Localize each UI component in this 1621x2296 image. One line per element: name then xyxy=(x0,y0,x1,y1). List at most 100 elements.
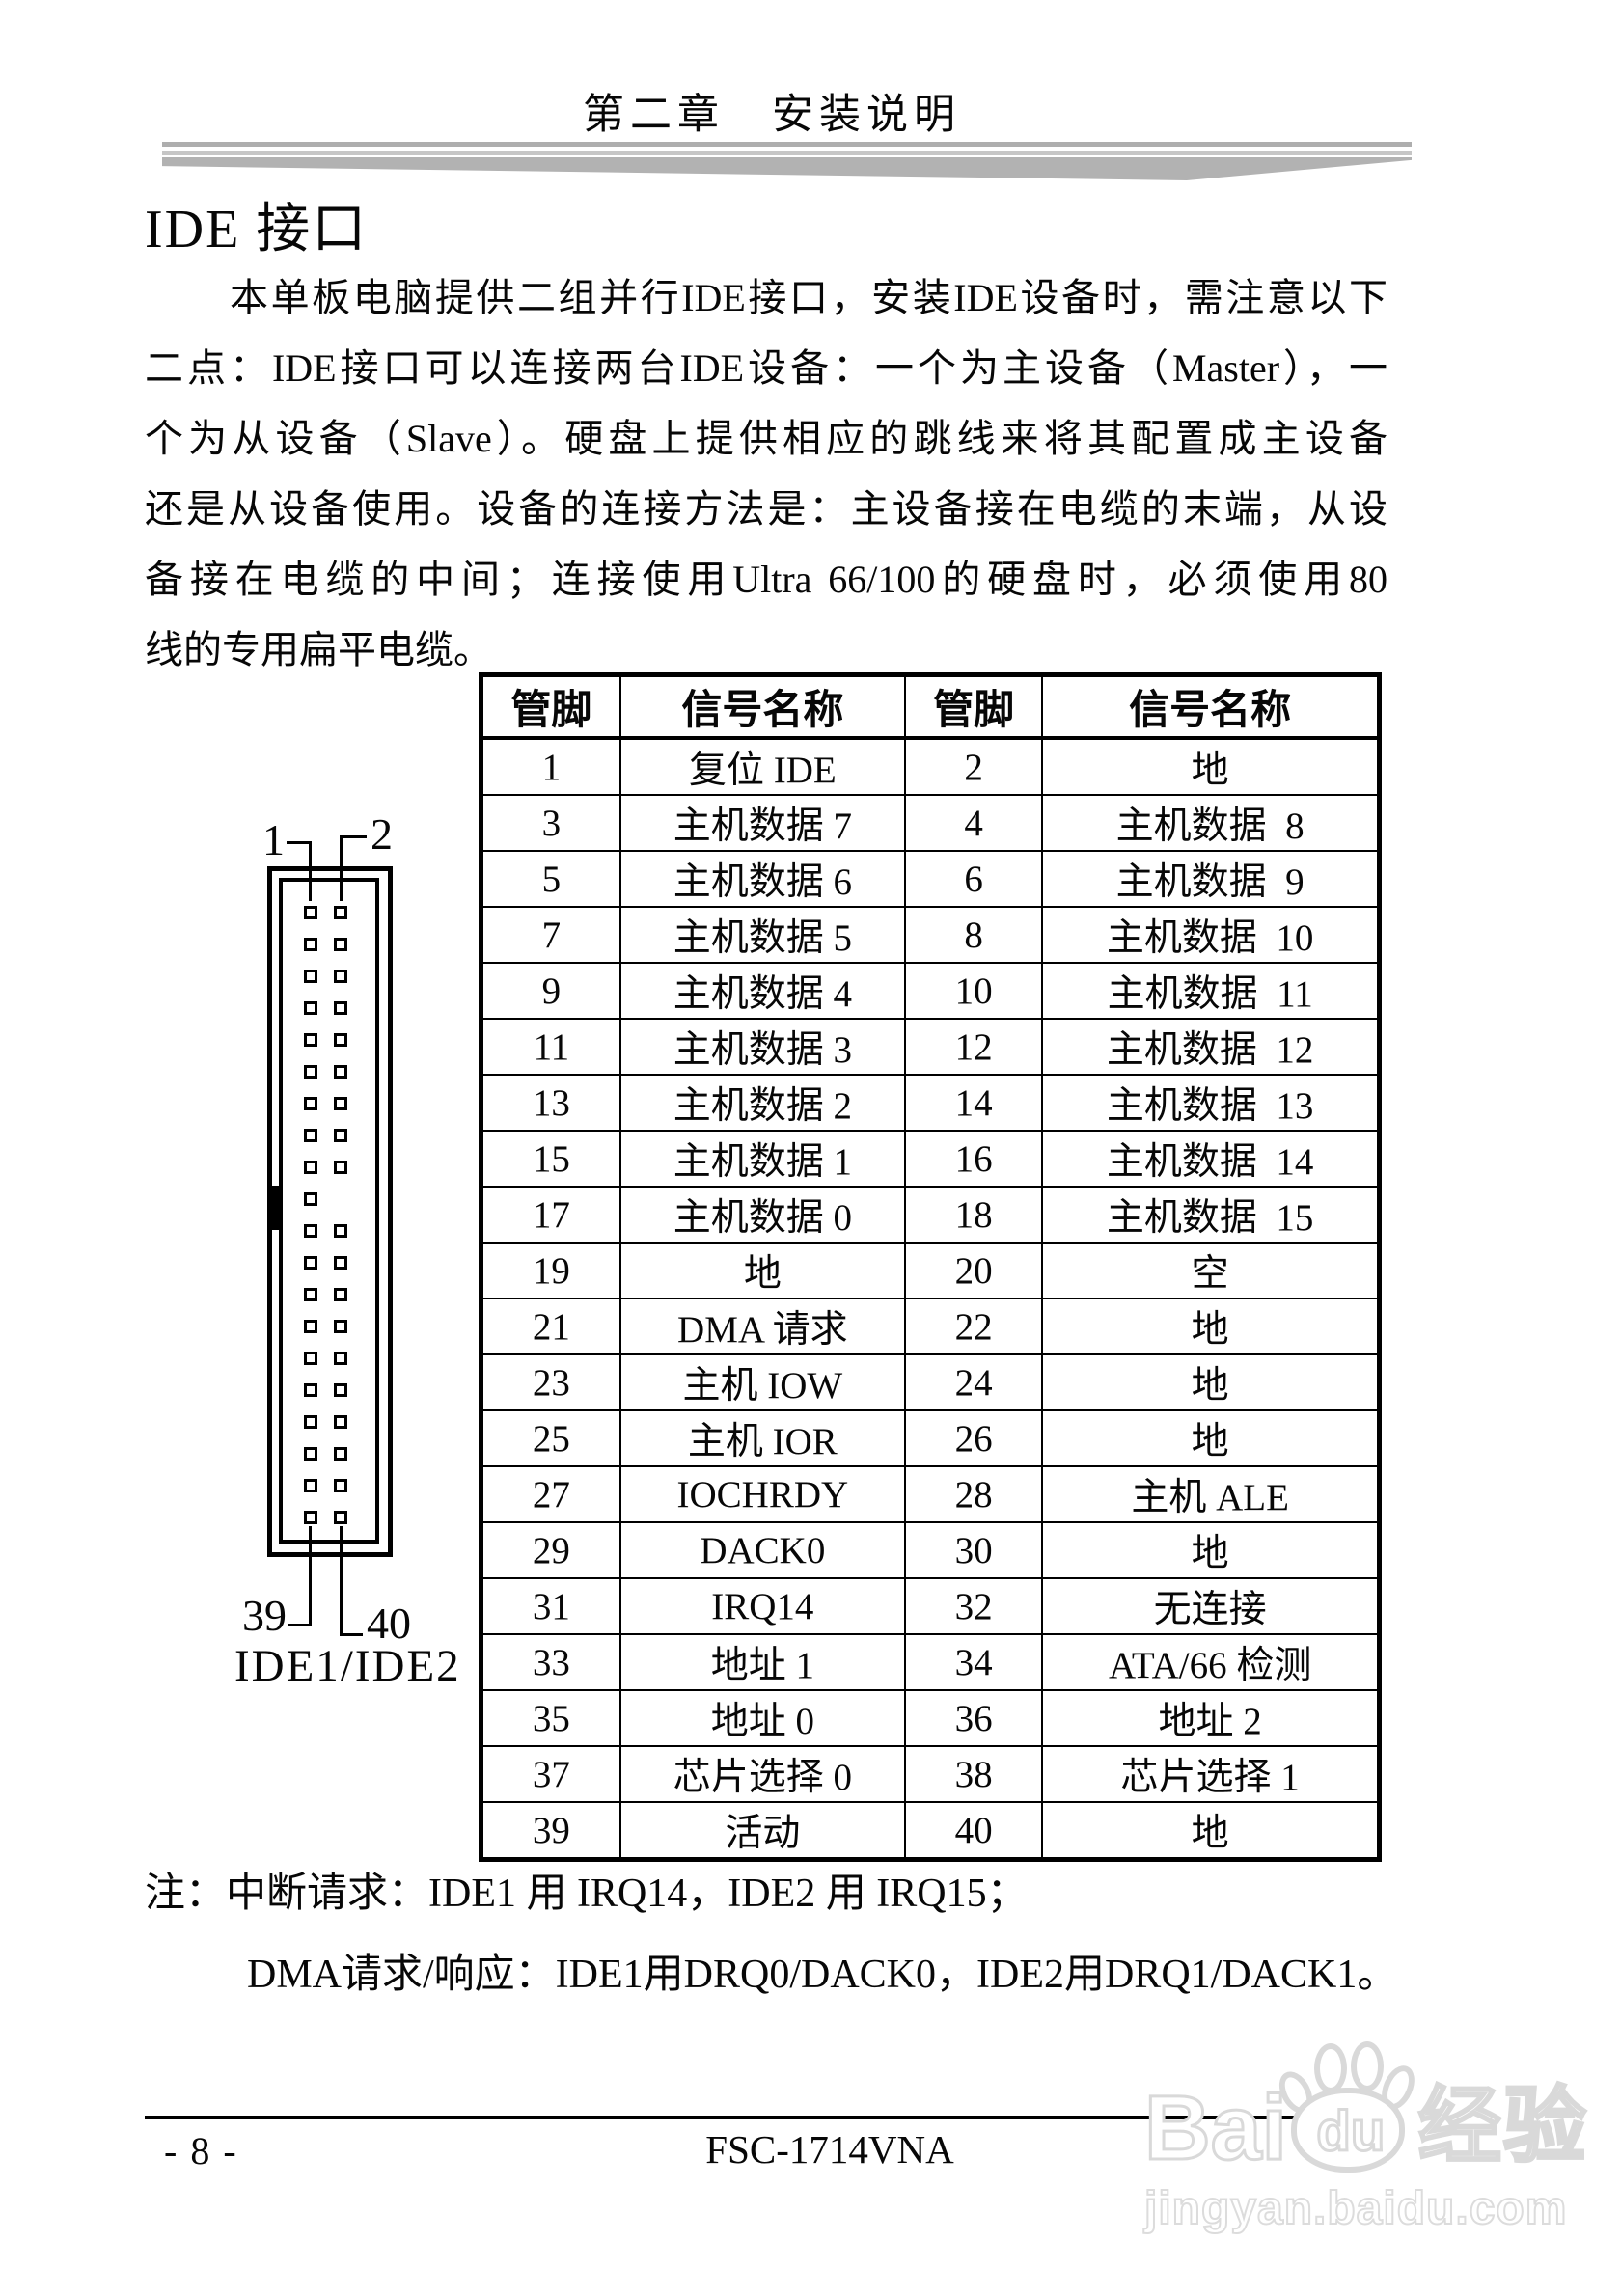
body-paragraph: 本单板电脑提供二组并行IDE接口，安装IDE设备时，需注意以下二点：IDE接口可… xyxy=(145,262,1387,685)
pin-number-cell: 19 xyxy=(480,1242,621,1299)
signal-name-cell: 地 xyxy=(1041,1298,1381,1355)
signal-name-cell: 芯片选择 1 xyxy=(1041,1745,1381,1803)
watermark-logo-row: Bai du 经验 xyxy=(1143,2041,1588,2179)
signal-name-cell: 主机数据 9 xyxy=(1041,850,1381,908)
signal-name-cell: 主机数据 1 xyxy=(618,1130,906,1188)
pin-number-cell: 3 xyxy=(480,794,621,852)
connector-pin xyxy=(304,1447,317,1461)
pin-number-cell: 30 xyxy=(903,1521,1044,1579)
pin-number-cell: 13 xyxy=(480,1074,621,1132)
footer-rule xyxy=(145,2116,1389,2119)
connector-pin xyxy=(334,1224,347,1238)
pin-table-row: 25 主机 IOR 26 地 xyxy=(480,1409,1381,1467)
signal-name-cell: IRQ14 xyxy=(618,1577,906,1635)
pin-table-row: 37 芯片选择 0 38 芯片选择 1 xyxy=(480,1745,1381,1803)
pin-number-cell: 6 xyxy=(903,850,1044,908)
connector-pin xyxy=(304,1192,317,1206)
page-number: - 8 - xyxy=(164,2129,238,2173)
signal-name-cell: 地址 1 xyxy=(618,1633,906,1691)
pin-number-cell: 12 xyxy=(903,1018,1044,1076)
pin-number-cell: 36 xyxy=(903,1689,1044,1747)
paragraph-line: 备接在电缆的中间；连接使用Ultra 66/100的硬盘时，必须使用80 xyxy=(145,558,1387,601)
connector-pin40-label: 40 xyxy=(367,1599,411,1648)
pin-number-cell: 29 xyxy=(480,1521,621,1579)
signal-name-cell: 地 xyxy=(1041,1409,1381,1467)
signal-name-cell: DACK0 xyxy=(618,1521,906,1579)
signal-name-cell: 主机数据 15 xyxy=(1041,1186,1381,1244)
connector-pin xyxy=(334,970,347,983)
watermark-url: jingyan.baidu.com xyxy=(1143,2182,1568,2235)
signal-name-cell: 主机数据 3 xyxy=(618,1018,906,1076)
pin-number-cell: 15 xyxy=(480,1130,621,1188)
pin-number-cell: 25 xyxy=(480,1409,621,1467)
pin1-leader-line xyxy=(309,841,312,901)
connector-pin xyxy=(304,1288,317,1301)
paragraph-line: 二点：IDE接口可以连接两台IDE设备：一个为主设备（Master），一 xyxy=(145,346,1387,390)
connector-pin xyxy=(334,1352,347,1365)
paw-toe-icon xyxy=(1350,2041,1384,2091)
signal-name-cell: 无连接 xyxy=(1041,1577,1381,1635)
col-header-signal-left: 信号名称 xyxy=(618,673,906,740)
pin-number-cell: 8 xyxy=(903,906,1044,964)
signal-name-cell: 芯片选择 0 xyxy=(618,1745,906,1803)
connector-pin xyxy=(334,1288,347,1301)
pin-number-cell: 7 xyxy=(480,906,621,964)
signal-name-cell: 活动 xyxy=(618,1801,906,1861)
pin-table-row: 13 主机数据 2 14 主机数据 13 xyxy=(480,1074,1381,1132)
signal-name-cell: 主机数据 4 xyxy=(618,962,906,1020)
paragraph-line: 还是从设备使用。设备的连接方法是：主设备接在电缆的末端，从设 xyxy=(145,487,1387,531)
pin-table-row: 33 地址 1 34 ATA/66 检测 xyxy=(480,1633,1381,1691)
watermark-brand-cn: 经验 xyxy=(1416,2079,1588,2174)
pin-table-row: 35 地址 0 36 地址 2 xyxy=(480,1689,1381,1747)
signal-name-cell: 地址 2 xyxy=(1041,1689,1381,1747)
signal-name-cell: IOCHRDY xyxy=(618,1465,906,1523)
divider-swoosh xyxy=(162,157,1412,180)
watermark-brand-prefix: Bai xyxy=(1143,2077,1289,2179)
connector-pin xyxy=(304,1001,317,1015)
pin39-leader-line xyxy=(288,1624,312,1626)
pin-table-row: 21 DMA 请求 22 地 xyxy=(480,1298,1381,1355)
baidu-paw-icon: du xyxy=(1272,2041,1421,2176)
connector-pin xyxy=(304,1320,317,1333)
signal-name-cell: 主机数据 0 xyxy=(618,1186,906,1244)
signal-name-cell: 主机数据 14 xyxy=(1041,1130,1381,1188)
connector-pin2-label: 2 xyxy=(371,809,393,859)
pin-number-cell: 33 xyxy=(480,1633,621,1691)
pin-table-row: 17 主机数据 0 18 主机数据 15 xyxy=(480,1186,1381,1244)
pin-table-row: 5 主机数据 6 6 主机数据 9 xyxy=(480,850,1381,908)
connector-pin xyxy=(334,938,347,951)
pin-number-cell: 37 xyxy=(480,1745,621,1803)
pin-number-cell: 23 xyxy=(480,1353,621,1411)
connector-pin xyxy=(334,1065,347,1079)
signal-name-cell: DMA 请求 xyxy=(618,1298,906,1355)
signal-name-cell: 地址 0 xyxy=(618,1689,906,1747)
signal-name-cell: 地 xyxy=(1041,737,1381,796)
pin-table-row: 11 主机数据 3 12 主机数据 12 xyxy=(480,1018,1381,1076)
connector-pin xyxy=(304,970,317,983)
watermark-brand-suffix: du xyxy=(1315,2099,1387,2165)
pin-number-cell: 2 xyxy=(903,737,1044,796)
paragraph-line: 线的专用扁平电缆。 xyxy=(145,628,492,671)
divider-line-mid xyxy=(162,151,1412,155)
pin-table-row: 39 活动 40 地 xyxy=(480,1801,1381,1861)
pin2-leader-line xyxy=(340,835,367,838)
connector-pin xyxy=(334,1033,347,1047)
pin-number-cell: 18 xyxy=(903,1186,1044,1244)
pin-number-cell: 22 xyxy=(903,1298,1044,1355)
paragraph-line: 本单板电脑提供二组并行IDE接口，安装IDE设备时，需注意以下 xyxy=(230,276,1387,319)
col-header-pin-left: 管脚 xyxy=(480,673,621,740)
signal-name-cell: ATA/66 检测 xyxy=(1041,1633,1381,1691)
signal-name-cell: 主机 IOR xyxy=(618,1409,906,1467)
signal-name-cell: 复位 IDE xyxy=(618,737,906,796)
connector-pin xyxy=(304,1065,317,1079)
pin-number-cell: 24 xyxy=(903,1353,1044,1411)
pin-number-cell: 35 xyxy=(480,1689,621,1747)
connector-pin xyxy=(304,1383,317,1397)
signal-name-cell: 主机数据 6 xyxy=(618,850,906,908)
signal-name-cell: 地 xyxy=(1041,1521,1381,1579)
connector-pin xyxy=(304,1161,317,1174)
document-code: FSC-1714VNA xyxy=(705,2127,954,2172)
pin40-leader-line xyxy=(340,1633,363,1636)
pin1-leader-line xyxy=(287,841,312,844)
col-header-signal-right: 信号名称 xyxy=(1041,673,1381,740)
